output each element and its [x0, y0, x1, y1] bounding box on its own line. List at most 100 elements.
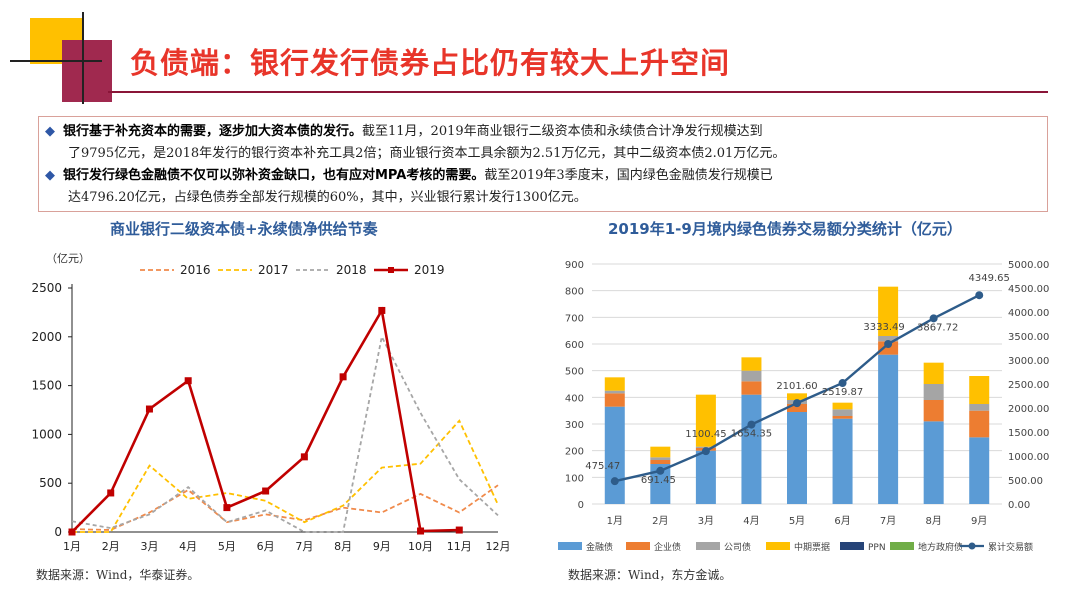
y-tick-label: 200	[565, 447, 584, 458]
x-tick-label: 8月	[925, 515, 941, 527]
cumulative-point	[747, 420, 756, 429]
bar-企业债	[741, 381, 762, 395]
data-label: 475.47	[585, 461, 620, 472]
y-unit-label: （亿元）	[46, 252, 90, 265]
legend-label: 公司债	[724, 541, 751, 553]
cumulative-point	[929, 314, 938, 323]
y2-tick-label: 1500.00	[1008, 428, 1049, 439]
legend-label: 累计交易额	[988, 541, 1033, 553]
bar-金融债	[969, 437, 990, 504]
bullet-2: ◆ 银行发行绿色金融债不仅可以弥补资金缺口，也有应对MPA考核的需要。截至2019…	[45, 165, 1035, 209]
bar-中期票据	[695, 394, 716, 447]
data-point-2019	[455, 526, 463, 534]
chart2-source: 数据来源：Wind，东方金诚。	[568, 568, 732, 582]
x-tick-label: 12月	[486, 540, 511, 553]
legend-swatch	[890, 542, 914, 550]
bar-金融债	[878, 354, 899, 504]
data-point-2019	[184, 377, 192, 385]
diamond-icon: ◆	[45, 168, 55, 183]
legend-label: 2019	[414, 263, 445, 277]
diamond-icon: ◆	[45, 124, 55, 139]
bullet-1-text: 截至11月，2019年商业银行二级资本债和永续债合计净发行规模达到	[362, 124, 763, 139]
bar-企业债	[787, 404, 807, 412]
bullet-2-text-2: 达4796.20亿元，占绿色债券全部发行规模的60%，其中，兴业银行累计发行13…	[68, 190, 587, 205]
y-tick-label: 300	[565, 420, 584, 431]
legend-swatch	[558, 542, 582, 550]
y-tick-label: 600	[565, 340, 584, 351]
x-tick-label: 3月	[140, 540, 158, 553]
y2-tick-label: 3500.00	[1008, 332, 1049, 343]
x-tick-label: 10月	[408, 540, 433, 553]
chart1-source: 数据来源：Wind，华泰证券。	[36, 568, 200, 582]
data-label: 4349.65	[969, 273, 1010, 284]
legend-label: 地方政府债	[918, 541, 963, 553]
x-tick-label: 3月	[698, 515, 714, 527]
bar-中期票据	[741, 357, 762, 371]
y2-tick-label: 2500.00	[1008, 380, 1049, 391]
bar-中期票据	[787, 393, 807, 400]
data-label: 3333.49	[863, 322, 904, 333]
bar-公司债	[878, 336, 899, 342]
series-line-2016	[71, 484, 499, 531]
y2-tick-label: 4000.00	[1008, 308, 1049, 319]
x-tick-label: 7月	[295, 540, 313, 553]
bar-公司债	[741, 370, 762, 382]
legend-label: 2017	[258, 263, 289, 277]
y-tick-label: 1000	[31, 427, 62, 441]
legend-marker	[388, 267, 394, 273]
bar-中期票据	[878, 286, 899, 336]
x-tick-label: 2月	[102, 540, 120, 553]
cumulative-point	[610, 477, 619, 486]
deco-hline	[10, 60, 102, 62]
x-tick-label: 8月	[334, 540, 352, 553]
y-tick-label: 100	[565, 473, 584, 484]
legend-swatch	[840, 542, 864, 550]
y-tick-label: 500	[39, 476, 62, 490]
y2-tick-label: 2000.00	[1008, 404, 1049, 415]
bar-公司债	[923, 384, 944, 400]
legend-label: 2018	[336, 263, 367, 277]
series-line-2019	[71, 306, 460, 533]
series-line-2017	[72, 419, 499, 533]
x-tick-label: 9月	[373, 540, 391, 553]
y2-tick-label: 5000.00	[1008, 260, 1049, 271]
x-tick-label: 5月	[218, 540, 236, 553]
data-point-2019	[68, 528, 76, 536]
cumulative-point	[884, 339, 893, 348]
data-point-2019	[378, 306, 386, 314]
bar-公司债	[832, 409, 853, 416]
cumulative-point	[975, 291, 984, 300]
legend-marker	[968, 542, 976, 550]
bar-公司债	[650, 457, 671, 460]
y-tick-label: 2500	[31, 281, 62, 295]
y2-tick-label: 500.00	[1008, 476, 1043, 487]
bar-公司债	[969, 404, 990, 411]
bar-公司债	[604, 390, 625, 394]
y-tick-label: 2000	[31, 330, 62, 344]
data-point-2019	[300, 453, 308, 461]
y-tick-label: 700	[565, 313, 584, 324]
bar-企业债	[923, 400, 944, 422]
x-tick-label: 4月	[743, 515, 759, 527]
legend-label: 企业债	[654, 541, 681, 553]
x-tick-label: 11月	[447, 540, 472, 553]
bar-chart: 0 100 200 300 400 500 600 700 800 900 0.00 500.00 10…	[558, 260, 1049, 553]
y-tick-label: 0	[54, 525, 62, 539]
bar-金融债	[923, 421, 944, 504]
line-chart: （亿元） 0 500 1000 1500 2000 2500 1月 2月 3月 4月 5月 6月 7月 8月…	[31, 252, 511, 553]
data-label: 1654.35	[731, 429, 772, 440]
y-tick-label: 0	[578, 500, 584, 511]
data-point-2019	[223, 504, 231, 512]
legend-label: 中期票据	[794, 541, 830, 553]
chart1-title: 商业银行二级资本债+永续债净供给节奏	[110, 220, 378, 238]
y2-tick-label: 4500.00	[1008, 284, 1049, 295]
cumulative-point	[793, 399, 801, 408]
page-title: 负债端：银行发行债券占比仍有较大上升空间	[130, 46, 731, 80]
data-point-2019	[145, 405, 153, 413]
legend-swatch	[696, 542, 720, 550]
y-tick-label: 400	[565, 393, 584, 404]
y-tick-label: 900	[565, 260, 584, 271]
bar-企业债	[604, 393, 625, 407]
bar-企业债	[832, 416, 853, 419]
bar-中期票据	[650, 446, 671, 458]
